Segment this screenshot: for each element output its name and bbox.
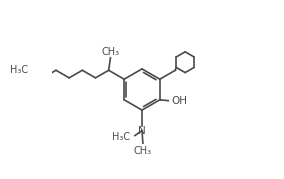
Text: H₃C: H₃C bbox=[10, 65, 28, 75]
Text: H₃C: H₃C bbox=[112, 132, 130, 142]
Text: CH₃: CH₃ bbox=[101, 47, 120, 57]
Text: CH₃: CH₃ bbox=[134, 146, 152, 156]
Text: OH: OH bbox=[171, 96, 187, 106]
Text: N: N bbox=[138, 126, 146, 136]
